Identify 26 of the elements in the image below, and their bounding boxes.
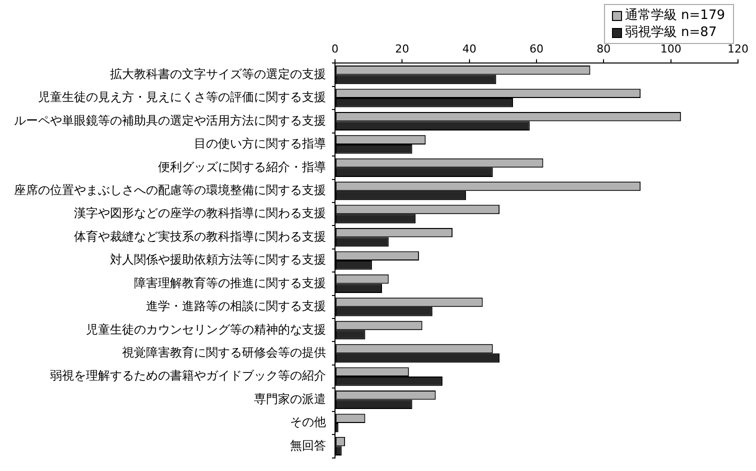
y-tick-label: 目の使い方に関する指導	[194, 136, 326, 151]
y-tick-label: 進学・進路等の相談に関する支援	[146, 299, 326, 314]
y-tick-label: 児童生徒の見え方・見えにくさ等の評価に関する支援	[38, 90, 326, 104]
y-tick-label: 無回答	[290, 438, 326, 452]
y-tick-label: 視覚障害教育に関する研修会等の提供	[122, 345, 326, 360]
y-tick-label: その他	[290, 415, 326, 430]
legend-label: 通常学級 n=179	[624, 7, 725, 24]
x-tick-label: 40	[462, 42, 476, 56]
y-tick-label: 拡大教科書の文字サイズ等の選定の支援	[110, 66, 326, 81]
x-tick-label: 20	[395, 42, 410, 56]
x-tick-label: 0	[332, 42, 338, 56]
x-tick-label: 80	[596, 42, 611, 56]
x-tick-label: 100	[660, 42, 682, 56]
y-tick-label: 障害理解教育等の推進に関する支援	[134, 276, 326, 290]
y-tick-label: ルーペや単眼鏡等の補助具の選定や活用方法に関する支援	[14, 113, 326, 128]
y-tick-label: 便利グッズに関する紹介・指導	[158, 160, 326, 174]
x-tick-label: 120	[728, 42, 748, 56]
y-tick-label: 対人関係や援助依頼方法等に関する支援	[110, 252, 326, 267]
y-tick-label: 座席の位置やまぶしさへの配慮等の環境整備に関する支援	[14, 182, 326, 197]
x-tick-label: 60	[530, 42, 544, 56]
legend-label: 弱視学級 n=87	[624, 24, 717, 41]
y-tick-label: 児童生徒のカウンセリング等の精神的な支援	[86, 322, 326, 336]
y-tick-label: 体育や裁縫など実技系の教科指導に関わる支援	[74, 229, 326, 244]
y-tick-label: 漢字や図形などの座学の教科指導に関わる支援	[74, 206, 326, 220]
y-tick-label: 専門家の派遣	[254, 392, 326, 406]
y-tick-label: 弱視を理解するための書籍やガイドブック等の紹介	[50, 368, 326, 383]
